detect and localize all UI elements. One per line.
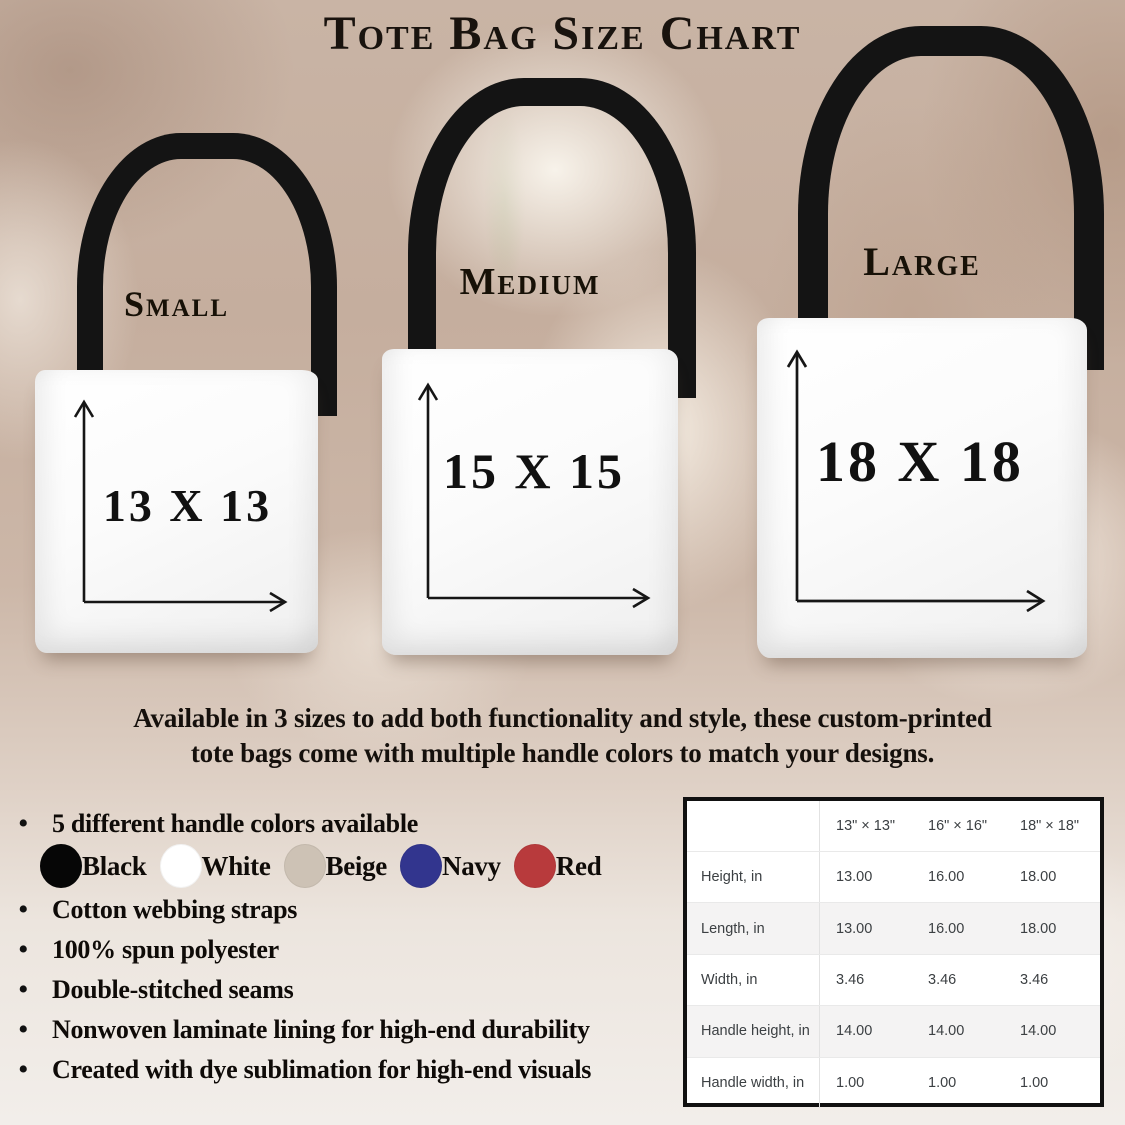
table-header-cell: 18" × 18" <box>1020 818 1080 834</box>
table-cell: 1.00 <box>1020 1074 1049 1091</box>
swatch-label: Black <box>82 850 147 881</box>
bullet-icon: • <box>18 893 29 926</box>
swatch-beige <box>283 844 326 888</box>
small-bag-size-text: 13 X 13 <box>102 480 273 531</box>
table-row: Handle height, in 14.00 14.00 14.00 <box>687 1005 1100 1057</box>
handle-color-swatches: Black White Beige Navy Red <box>40 842 680 890</box>
row-label: Height, in <box>687 852 820 903</box>
feature-item: 100% spun polyester <box>52 935 279 964</box>
table-header-row: 13" × 13" 16" × 16" 18" × 18" <box>687 801 1100 851</box>
medium-bag-size-text: 15 X 15 <box>442 443 626 499</box>
table-cell: 13.00 <box>836 920 873 937</box>
row-label: Handle width, in <box>687 1057 820 1108</box>
bullet-icon: • <box>18 933 29 966</box>
row-label: Length, in <box>687 903 820 954</box>
swatch-white <box>159 844 202 888</box>
swatch-label: Red <box>555 850 602 881</box>
table-row: Handle width, in 1.00 1.00 1.00 <box>687 1056 1100 1108</box>
feature-item: Cotton webbing straps <box>52 895 298 924</box>
table-cell: 14.00 <box>836 1023 873 1040</box>
swatch-navy <box>400 844 442 888</box>
feature-handle-colors: 5 different handle colors available <box>52 809 419 838</box>
table-cell: 18.00 <box>1020 869 1057 886</box>
features-list: • 5 different handle colors available Bl… <box>12 806 680 1090</box>
swatch-label: White <box>201 850 271 881</box>
swatch-black <box>40 844 82 888</box>
table-cell: 14.00 <box>1020 1023 1057 1040</box>
table-cell: 13.00 <box>836 869 873 886</box>
table-cell: 3.46 <box>1020 971 1049 988</box>
table-cell: 3.46 <box>836 971 865 988</box>
medium-bag-label: Medium <box>459 261 601 303</box>
table-cell: 16.00 <box>928 920 965 937</box>
bullet-icon: • <box>18 1013 29 1046</box>
table-cell: 16.00 <box>928 869 965 886</box>
large-bag-label: Large <box>863 239 981 284</box>
table-header-cell: 13" × 13" <box>836 818 896 834</box>
swatch-red <box>513 844 556 888</box>
description: Available in 3 sizes to add both functio… <box>0 701 1125 771</box>
list-item: • Cotton webbing straps <box>12 890 680 930</box>
description-line-1: Available in 3 sizes to add both functio… <box>133 703 992 733</box>
bullet-icon: • <box>18 1053 29 1086</box>
swatch-label: Navy <box>442 850 501 881</box>
table-cell: 1.00 <box>928 1074 957 1091</box>
page-title: Tote Bag Size Chart <box>323 7 802 60</box>
table-header-cell <box>687 801 820 851</box>
table-header-cell: 16" × 16" <box>928 818 988 834</box>
large-bag-size-text: 18 X 18 <box>816 429 1024 494</box>
table-cell: 18.00 <box>1020 920 1057 937</box>
table-cell: 3.46 <box>928 971 957 988</box>
list-item: • Nonwoven laminate lining for high-end … <box>12 1010 680 1050</box>
table-cell: 14.00 <box>928 1023 965 1040</box>
table-row: Height, in 13.00 16.00 18.00 <box>687 851 1100 903</box>
large-dimension-arrows-icon <box>786 349 1046 613</box>
medium-bag-body <box>382 349 678 655</box>
list-item: • Double-stitched seams <box>12 970 680 1010</box>
small-bag-label: Small <box>123 284 230 324</box>
feature-item: Created with dye sublimation for high-en… <box>52 1055 592 1084</box>
row-label: Handle height, in <box>687 1006 820 1057</box>
table-cell: 1.00 <box>836 1074 865 1091</box>
dimensions-table: 13" × 13" 16" × 16" 18" × 18" Height, in… <box>683 797 1104 1108</box>
medium-dimension-arrows-icon <box>417 382 651 609</box>
table-row: Length, in 13.00 16.00 18.00 <box>687 902 1100 954</box>
small-bag-body <box>35 370 318 653</box>
row-label: Width, in <box>687 954 820 1006</box>
list-item: • Created with dye sublimation for high-… <box>12 1050 680 1090</box>
bullet-icon: • <box>18 973 29 1006</box>
list-item: • 5 different handle colors available <box>12 806 680 842</box>
list-item: • 100% spun polyester <box>12 930 680 970</box>
feature-item: Double-stitched seams <box>52 975 294 1004</box>
small-dimension-arrows-icon <box>73 399 288 613</box>
swatch-label: Beige <box>325 850 388 881</box>
description-line-2: tote bags come with multiple handle colo… <box>190 738 935 768</box>
feature-item: Nonwoven laminate lining for high-end du… <box>52 1015 590 1044</box>
table-row: Width, in 3.46 3.46 3.46 <box>687 953 1100 1006</box>
bullet-icon: • <box>18 807 29 840</box>
